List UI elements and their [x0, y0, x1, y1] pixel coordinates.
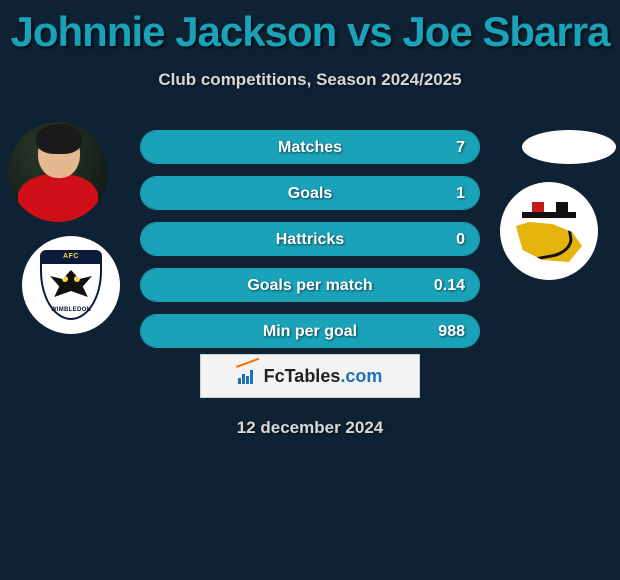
source-text: FcTables.com [264, 366, 383, 387]
stat-label: Min per goal [141, 315, 479, 347]
viking-swoosh-icon [516, 222, 582, 262]
stat-right-value: 7 [456, 131, 465, 163]
stat-right-value: 0 [456, 223, 465, 255]
stat-right-value: 1 [456, 177, 465, 209]
player-left-avatar [8, 122, 108, 222]
stats-list: Matches 7 Goals 1 Hattricks 0 Goals per … [140, 130, 480, 360]
stat-row-hattricks: Hattricks 0 [140, 222, 480, 256]
stat-label: Matches [141, 131, 479, 163]
page-title: Johnnie Jackson vs Joe Sbarra [0, 0, 620, 56]
subtitle: Club competitions, Season 2024/2025 [0, 56, 620, 90]
player-right-avatar [522, 130, 616, 164]
player-right-club-badge [500, 182, 598, 280]
source-brand: FcTables [264, 366, 341, 386]
stat-row-min-per-goal: Min per goal 988 [140, 314, 480, 348]
stat-row-goals-per-match: Goals per match 0.14 [140, 268, 480, 302]
stat-row-goals: Goals 1 [140, 176, 480, 210]
stat-right-value: 988 [438, 315, 465, 347]
badge-left-top-text: AFC [40, 250, 102, 264]
source-badge: FcTables.com [200, 354, 420, 398]
source-suffix: .com [340, 366, 382, 386]
stat-label: Hattricks [141, 223, 479, 255]
stat-right-value: 0.14 [434, 269, 465, 301]
stat-label: Goals per match [141, 269, 479, 301]
stat-label: Goals [141, 177, 479, 209]
stat-row-matches: Matches 7 [140, 130, 480, 164]
chart-icon [238, 368, 258, 384]
player-left-club-badge: AFC WIMBLEDON [22, 236, 120, 334]
date-text: 12 december 2024 [0, 418, 620, 438]
badge-left-bottom-text: WIMBLEDON [40, 304, 102, 316]
